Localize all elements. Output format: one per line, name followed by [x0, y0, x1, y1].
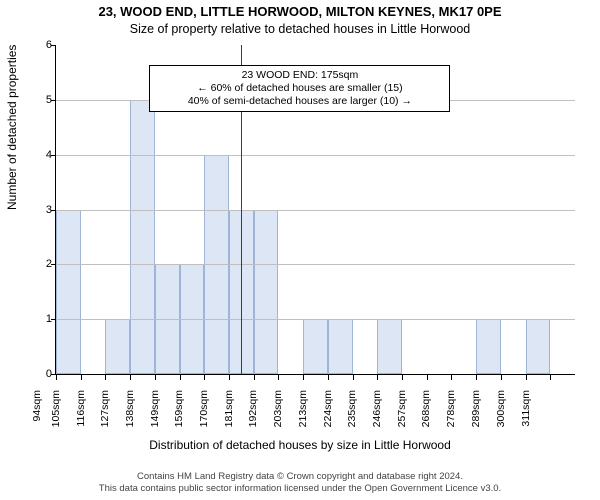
ytick-label: 3 [34, 204, 52, 216]
bar [526, 319, 551, 374]
xtick-label: 159sqm [173, 390, 185, 427]
xtick-label: 235sqm [346, 390, 358, 427]
ytick-label: 6 [34, 39, 52, 51]
footer-line2: This data contains public sector informa… [99, 483, 501, 494]
xtick-label: 170sqm [198, 390, 210, 427]
xtick-label: 213sqm [297, 390, 309, 427]
annotation-line: 23 WOOD END: 175sqm [156, 69, 443, 82]
xtick-label: 268sqm [420, 390, 432, 427]
ytick-label: 2 [34, 258, 52, 270]
xtick-mark [254, 374, 255, 380]
xtick-mark [353, 374, 354, 380]
xtick-label: 278sqm [445, 390, 457, 427]
footer-line1: Contains HM Land Registry data © Crown c… [137, 471, 463, 482]
xtick-mark [377, 374, 378, 380]
xtick-mark [550, 374, 551, 380]
xtick-label: 192sqm [247, 390, 259, 427]
xtick-label: 289sqm [470, 390, 482, 427]
chart-title-line1: 23, WOOD END, LITTLE HORWOOD, MILTON KEY… [0, 4, 600, 19]
xtick-mark [229, 374, 230, 380]
x-axis-label: Distribution of detached houses by size … [0, 438, 600, 452]
gridline-h [56, 264, 575, 265]
xtick-label: 300sqm [495, 390, 507, 427]
xtick-mark [451, 374, 452, 380]
xtick-mark [180, 374, 181, 380]
xtick-mark [204, 374, 205, 380]
xtick-label: 246sqm [371, 390, 383, 427]
xtick-mark [130, 374, 131, 380]
xtick-mark [501, 374, 502, 380]
xtick-label: 203sqm [272, 390, 284, 427]
xtick-mark [278, 374, 279, 380]
xtick-mark [427, 374, 428, 380]
xtick-label: 116sqm [75, 390, 87, 427]
xtick-label: 224sqm [322, 390, 334, 427]
bar [105, 319, 130, 374]
xtick-mark [155, 374, 156, 380]
xtick-mark [105, 374, 106, 380]
footer: Contains HM Land Registry data © Crown c… [0, 471, 600, 495]
xtick-mark [402, 374, 403, 380]
gridline-h [56, 155, 575, 156]
annotation-line: 40% of semi-detached houses are larger (… [156, 95, 443, 108]
xtick-mark [476, 374, 477, 380]
ytick-label: 0 [34, 368, 52, 380]
xtick-label: 94sqm [31, 390, 43, 422]
bar [476, 319, 501, 374]
xtick-mark [81, 374, 82, 380]
gridline-h [56, 210, 575, 211]
bar [130, 100, 155, 374]
annotation-box: 23 WOOD END: 175sqm← 60% of detached hou… [149, 65, 450, 112]
chart-title-line2: Size of property relative to detached ho… [0, 22, 600, 36]
xtick-mark [56, 374, 57, 380]
bar [303, 319, 328, 374]
ytick-label: 4 [34, 149, 52, 161]
y-axis-label: Number of detached properties [5, 45, 19, 210]
xtick-label: 311sqm [520, 390, 532, 427]
xtick-mark [303, 374, 304, 380]
bar [377, 319, 402, 374]
bar [254, 210, 279, 375]
annotation-line: ← 60% of detached houses are smaller (15… [156, 82, 443, 95]
gridline-h [56, 319, 575, 320]
bar [56, 210, 81, 375]
ytick-label: 1 [34, 313, 52, 325]
ytick-label: 5 [34, 94, 52, 106]
xtick-label: 138sqm [124, 390, 136, 427]
bar [328, 319, 353, 374]
xtick-mark [526, 374, 527, 380]
xtick-label: 127sqm [99, 390, 111, 427]
plot-area: 012345694sqm105sqm116sqm127sqm138sqm149s… [55, 45, 575, 375]
xtick-mark [328, 374, 329, 380]
xtick-label: 257sqm [396, 390, 408, 427]
xtick-label: 149sqm [149, 390, 161, 427]
chart-container: 23, WOOD END, LITTLE HORWOOD, MILTON KEY… [0, 0, 600, 500]
xtick-label: 181sqm [223, 390, 235, 427]
xtick-label: 105sqm [50, 390, 62, 427]
